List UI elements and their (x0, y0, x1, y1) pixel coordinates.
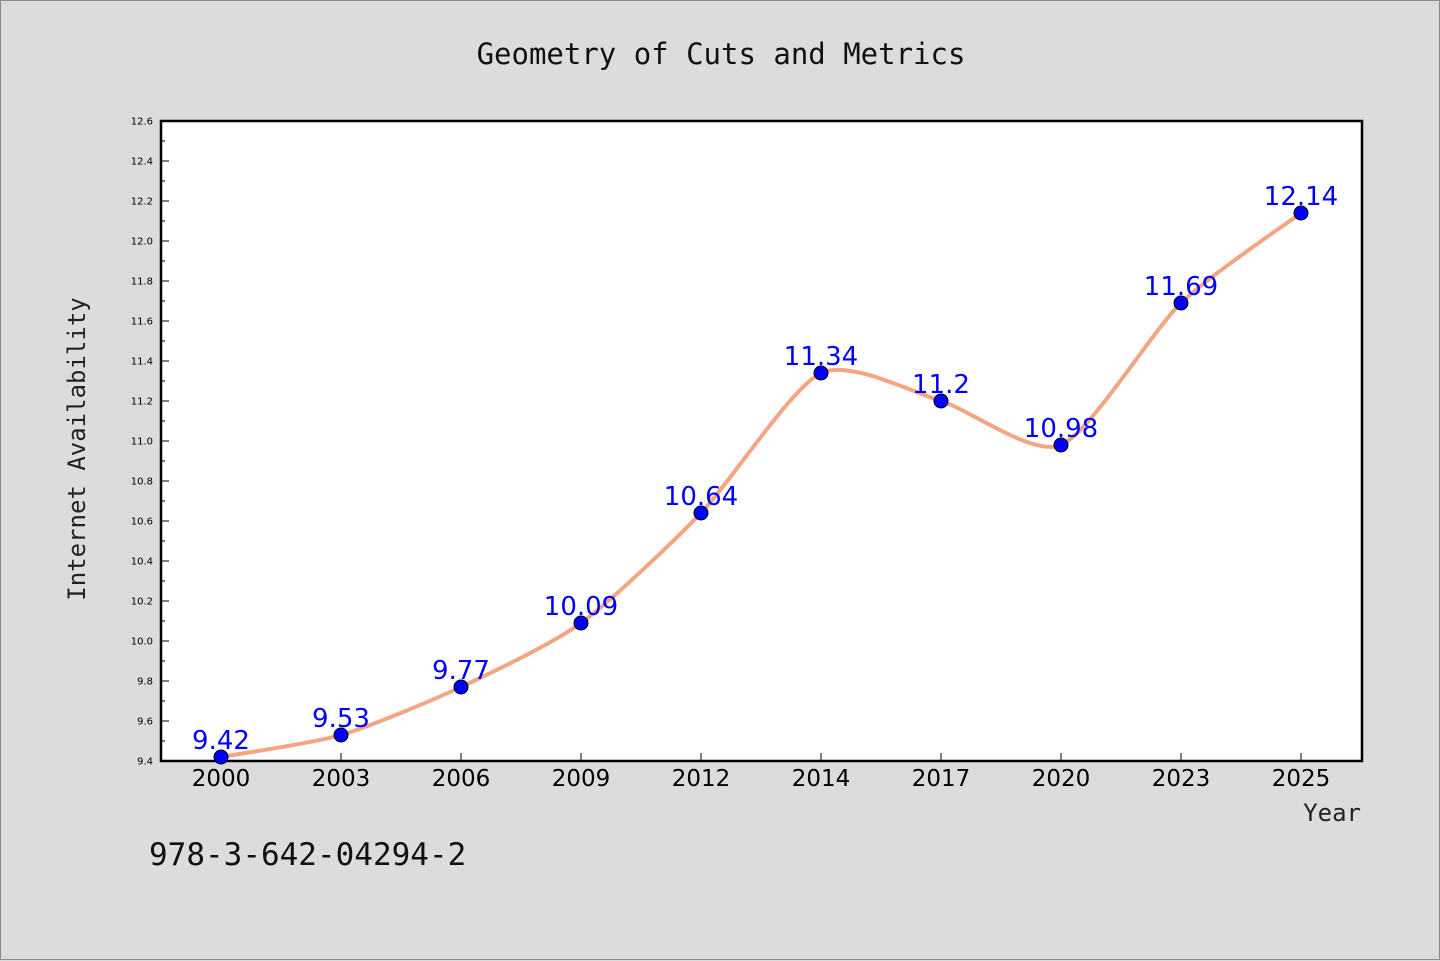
data-labels: 9.42 9.53 9.77 10.09 10.64 11.34 11.2 10.98 11.6… (192, 182, 1338, 756)
x-tick-label: 2009 (552, 766, 611, 792)
y-tick-label: 11.2 (131, 397, 153, 408)
x-tick-label: 2017 (912, 766, 971, 792)
data-label: 9.53 (312, 704, 370, 734)
plot-area (159, 119, 1364, 763)
x-tick-label: 2014 (792, 766, 851, 792)
x-tick-label: 2025 (1272, 766, 1331, 792)
y-tick-label: 9.6 (137, 717, 153, 728)
y-tick-label: 11.6 (131, 317, 153, 328)
y-tick-label: 11.8 (131, 277, 153, 288)
x-tick-label: 2006 (432, 766, 491, 792)
data-point (1173, 295, 1189, 311)
y-tick-label: 11.0 (131, 437, 153, 448)
data-label: 11.2 (912, 370, 970, 400)
data-label: 10.98 (1024, 414, 1098, 444)
data-label: 12.14 (1264, 182, 1338, 212)
series-group (213, 205, 1309, 765)
data-label: 11.34 (784, 342, 858, 372)
data-label: 10.09 (544, 592, 618, 622)
x-tick-label: 2012 (672, 766, 731, 792)
x-tick-label: 2000 (192, 766, 251, 792)
data-point (333, 727, 349, 743)
data-label: 10.64 (664, 482, 738, 512)
data-point (213, 749, 229, 765)
y-tick-label: 10.4 (131, 557, 153, 568)
x-tick-label: 2023 (1152, 766, 1211, 792)
isbn-text: 978-3-642-04294-2 (149, 837, 466, 873)
y-tick-label: 10.0 (131, 637, 153, 648)
data-point (1293, 205, 1309, 221)
x-tick-label: 2020 (1032, 766, 1091, 792)
y-tick-label: 10.6 (131, 517, 153, 528)
series-line (220, 211, 1303, 759)
y-tick-label: 12.6 (131, 117, 153, 128)
data-point (1053, 437, 1069, 453)
data-point (573, 615, 589, 631)
data-point (933, 393, 949, 409)
y-tick-label: 10.8 (131, 477, 153, 488)
y-axis: 9.4 9.6 9.8 10.0 10.2 10.4 10.6 10.8 11.0 11.2 11.… (131, 117, 169, 768)
chart-title: Geometry of Cuts and Metrics (477, 37, 966, 71)
data-point (453, 679, 469, 695)
y-tick-label: 12.0 (131, 237, 153, 248)
y-tick-label: 12.2 (131, 197, 153, 208)
y-tick-label: 9.8 (137, 677, 153, 688)
data-label: 11.69 (1144, 272, 1218, 302)
y-tick-label: 12.4 (131, 157, 153, 168)
data-point (813, 365, 829, 381)
y-tick-label: 9.4 (137, 757, 153, 768)
x-axis-label: Year (1303, 799, 1361, 827)
data-label: 9.77 (432, 656, 490, 686)
data-point (693, 505, 709, 521)
y-tick-label: 10.2 (131, 597, 153, 608)
x-axis: 2000 2003 2006 2009 2012 2014 2017 2020 2023 2025 (192, 753, 1331, 792)
y-tick-label: 11.4 (131, 357, 153, 368)
y-axis-label: Internet Availability (63, 297, 91, 600)
data-label: 9.42 (192, 726, 250, 756)
x-tick-label: 2003 (312, 766, 371, 792)
